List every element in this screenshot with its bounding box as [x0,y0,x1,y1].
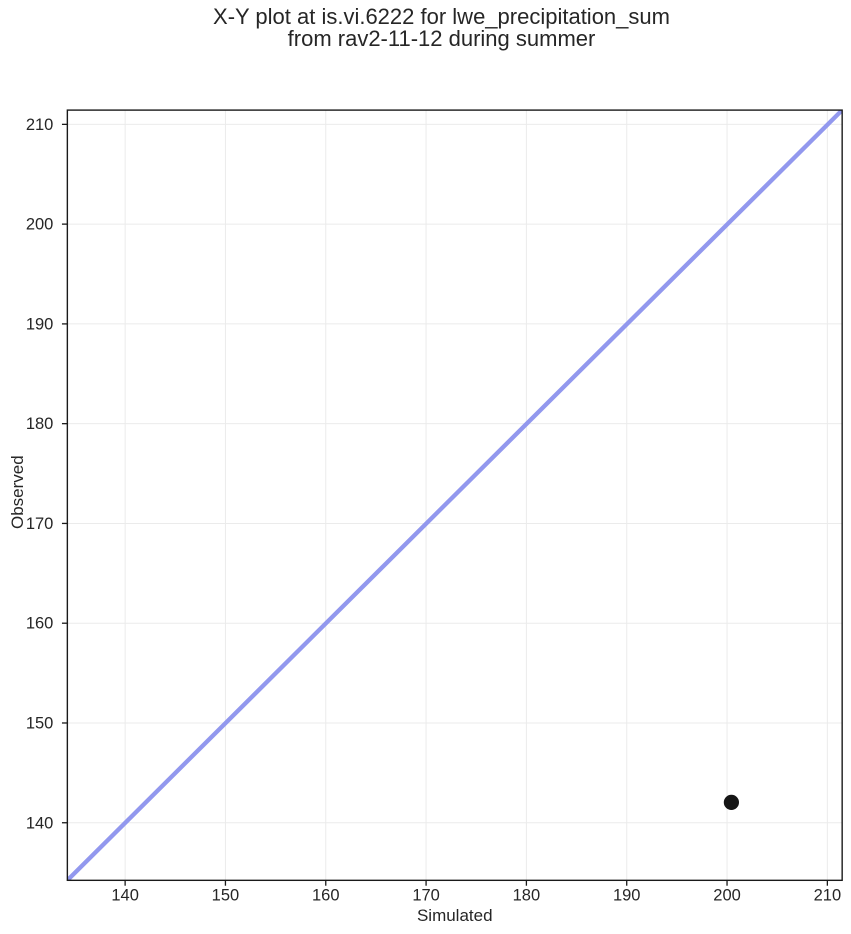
svg-text:160: 160 [26,615,54,633]
svg-text:200: 200 [713,887,741,905]
svg-text:180: 180 [513,887,541,905]
svg-text:200: 200 [26,216,54,234]
svg-text:160: 160 [312,887,340,905]
svg-text:180: 180 [26,415,54,433]
svg-text:190: 190 [613,887,641,905]
svg-text:140: 140 [111,887,139,905]
svg-text:190: 190 [26,315,54,333]
svg-text:150: 150 [26,714,54,732]
svg-text:210: 210 [814,887,842,905]
svg-text:150: 150 [212,887,240,905]
svg-text:170: 170 [26,515,54,533]
svg-text:140: 140 [26,814,54,832]
svg-text:210: 210 [26,116,54,134]
svg-text:170: 170 [412,887,440,905]
